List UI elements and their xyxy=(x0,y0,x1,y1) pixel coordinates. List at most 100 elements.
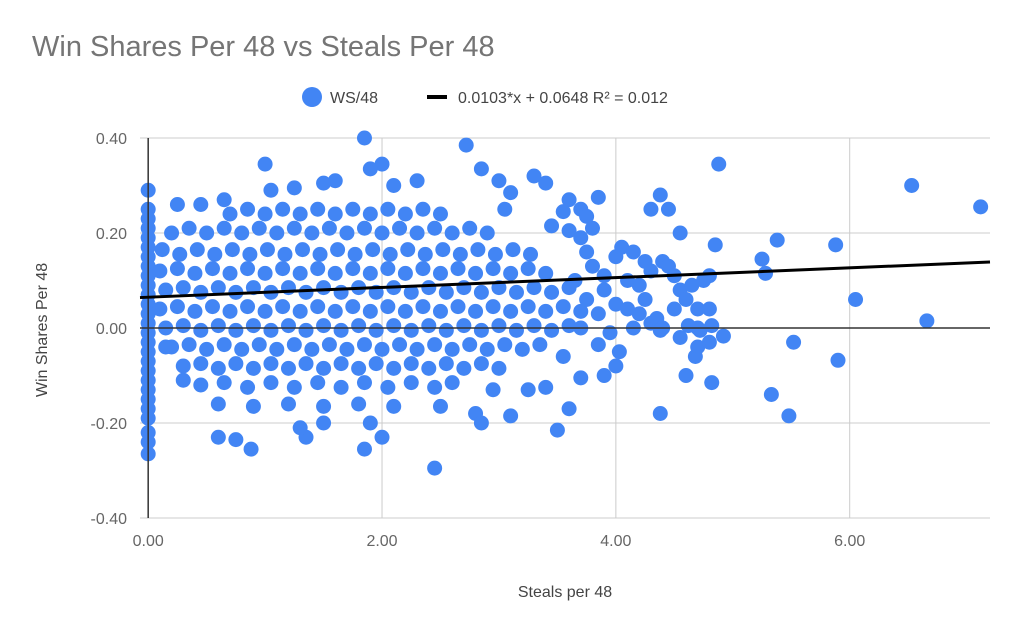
data-point xyxy=(193,356,209,372)
data-point xyxy=(199,225,215,241)
data-point xyxy=(503,408,519,424)
data-point xyxy=(508,284,524,300)
data-point xyxy=(704,318,720,334)
x-tick-label: 6.00 xyxy=(834,533,865,550)
data-point xyxy=(368,322,384,338)
data-point xyxy=(374,225,390,241)
data-point xyxy=(400,242,416,258)
data-point xyxy=(555,299,571,315)
data-point xyxy=(189,242,205,258)
data-point xyxy=(462,337,478,353)
data-point xyxy=(210,396,226,412)
data-point xyxy=(397,303,413,319)
data-point xyxy=(596,268,612,284)
data-point xyxy=(573,370,589,386)
data-point xyxy=(415,299,431,315)
data-point xyxy=(222,206,238,222)
data-point xyxy=(397,265,413,281)
data-point xyxy=(549,422,565,438)
data-point xyxy=(625,244,641,260)
y-axis-label: Win Shares Per 48 xyxy=(34,263,51,397)
data-point xyxy=(468,265,484,281)
data-point xyxy=(345,299,361,315)
y-tick-label: 0.40 xyxy=(96,131,127,148)
data-point xyxy=(234,225,250,241)
data-point xyxy=(479,341,495,357)
data-point xyxy=(544,218,560,234)
data-point xyxy=(345,201,361,217)
data-point xyxy=(263,182,279,198)
data-point xyxy=(228,356,244,372)
y-axis-ticks: -0.40 -0.20 0.00 0.20 0.40 xyxy=(91,131,128,528)
data-point xyxy=(491,173,507,189)
data-point xyxy=(222,265,238,281)
data-point xyxy=(251,337,267,353)
data-point xyxy=(275,201,291,217)
data-point xyxy=(503,265,519,281)
data-point xyxy=(216,192,232,208)
data-point xyxy=(678,368,694,383)
data-point xyxy=(181,220,197,236)
data-point xyxy=(164,225,180,241)
data-point xyxy=(316,415,332,431)
data-point xyxy=(327,265,343,281)
data-point xyxy=(417,246,433,262)
data-point xyxy=(316,280,332,296)
data-point xyxy=(224,242,240,258)
data-point xyxy=(210,280,226,296)
data-point xyxy=(678,292,694,307)
data-point xyxy=(327,173,343,189)
data-point xyxy=(444,375,460,391)
data-point xyxy=(356,441,372,457)
data-point xyxy=(392,337,408,353)
data-point xyxy=(228,432,244,448)
data-point xyxy=(763,387,779,402)
legend-label-ws48: WS/48 xyxy=(330,90,378,107)
data-point xyxy=(421,280,437,296)
data-point xyxy=(473,322,489,338)
data-point xyxy=(652,322,668,338)
data-point xyxy=(193,377,209,393)
data-point xyxy=(362,303,378,319)
data-point xyxy=(222,303,238,319)
data-point xyxy=(538,265,554,281)
data-point xyxy=(292,420,308,436)
data-point xyxy=(316,175,332,191)
data-point xyxy=(596,282,612,298)
data-point xyxy=(468,303,484,319)
data-point xyxy=(175,358,191,374)
data-point xyxy=(316,360,332,376)
data-point xyxy=(356,375,372,391)
x-axis-ticks: 0.00 2.00 4.00 6.00 xyxy=(133,533,866,550)
data-point xyxy=(544,284,560,300)
data-point xyxy=(848,292,864,307)
data-point xyxy=(514,341,530,357)
data-point xyxy=(503,185,519,201)
data-point xyxy=(701,268,717,284)
data-point xyxy=(339,225,355,241)
data-point xyxy=(596,368,612,383)
data-point xyxy=(310,299,326,315)
data-point xyxy=(450,299,466,315)
y-tick-label: 0.00 xyxy=(96,321,127,338)
data-point xyxy=(473,284,489,300)
data-point xyxy=(240,299,256,315)
data-point xyxy=(456,360,472,376)
data-point xyxy=(228,322,244,338)
data-point xyxy=(904,178,920,193)
data-point xyxy=(532,337,548,353)
data-point xyxy=(491,360,507,376)
data-point xyxy=(257,156,273,172)
data-point xyxy=(505,242,521,258)
x-tick-label: 2.00 xyxy=(366,533,397,550)
data-point xyxy=(392,220,408,236)
data-point xyxy=(275,261,291,277)
data-point xyxy=(257,206,273,222)
data-point xyxy=(473,415,489,431)
data-point xyxy=(259,242,275,258)
data-point xyxy=(435,242,451,258)
data-point xyxy=(304,225,320,241)
data-point xyxy=(409,341,425,357)
data-point xyxy=(637,292,653,307)
data-point xyxy=(526,280,542,296)
